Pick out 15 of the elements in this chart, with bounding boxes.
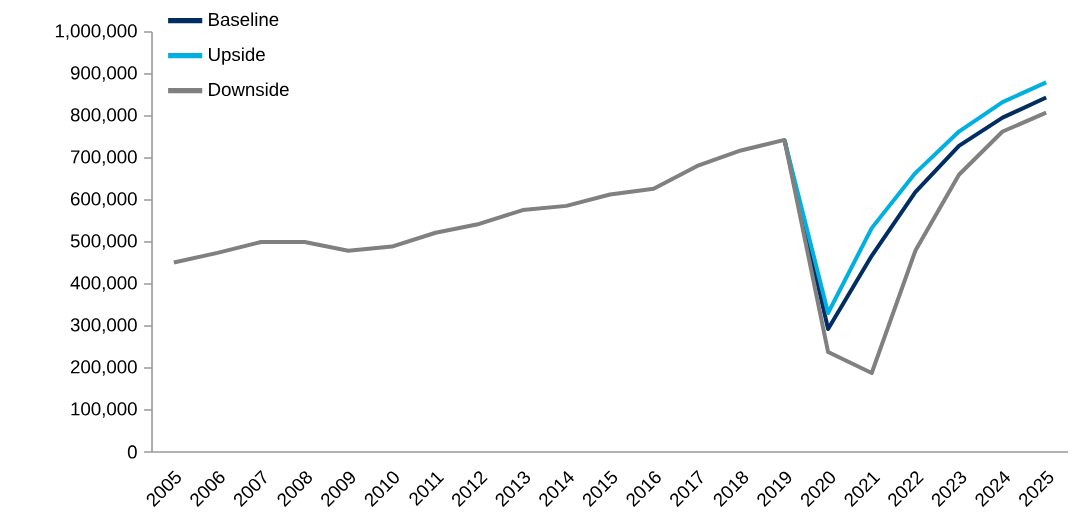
y-tick-label: 800,000 <box>70 108 137 124</box>
y-tick-label: 700,000 <box>71 150 137 166</box>
y-tick-label: 100,000 <box>71 402 137 418</box>
y-tick-label: 0 <box>127 445 137 459</box>
y-tick-label: 900,000 <box>70 66 137 82</box>
legend-label: Baseline <box>209 12 279 27</box>
legend-label: Downside <box>209 82 289 97</box>
y-tick-label: 500,000 <box>70 234 137 250</box>
y-tick-label: 300,000 <box>70 318 137 334</box>
line-series <box>171 110 1049 376</box>
y-tick-label: 400,000 <box>70 276 137 292</box>
y-tick-label: 200,000 <box>70 360 137 376</box>
legend-label: Upside <box>209 47 265 65</box>
y-tick-label: 600,000 <box>70 192 137 208</box>
y-tick-label: 1,000,000 <box>55 24 137 40</box>
